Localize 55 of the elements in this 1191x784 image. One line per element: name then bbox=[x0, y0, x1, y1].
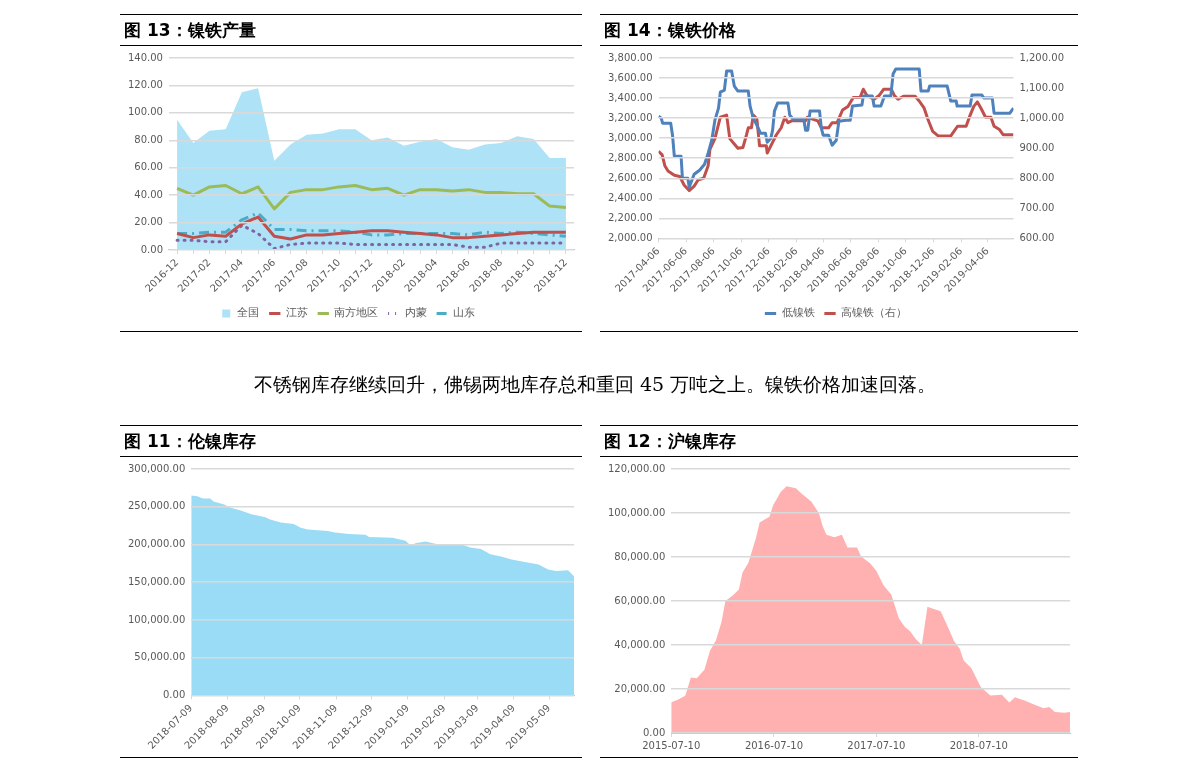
y-tick-label: 3,400.00 bbox=[608, 91, 653, 103]
legend-label: 高镍铁（右） bbox=[841, 306, 907, 320]
y-tick-label: 2,600.00 bbox=[608, 171, 653, 183]
legend-label: 南方地区 bbox=[334, 306, 379, 320]
legend-label: 内蒙 bbox=[404, 306, 427, 320]
y2-tick-label: 700.00 bbox=[1019, 201, 1055, 213]
y-tick-label: 2,400.00 bbox=[608, 191, 653, 203]
y-tick-label: 3,000.00 bbox=[608, 131, 653, 143]
y-tick-label: 60.00 bbox=[134, 161, 163, 173]
y-tick-label: 40.00 bbox=[134, 188, 163, 200]
y-tick-label: 100,000.00 bbox=[607, 506, 666, 518]
x-tick-label: 2018-07-10 bbox=[949, 739, 1008, 751]
y-tick-label: 200,000.00 bbox=[127, 538, 186, 550]
y-tick-label: 3,600.00 bbox=[608, 71, 653, 83]
y2-tick-label: 900.00 bbox=[1019, 141, 1055, 153]
legend-label: 全国 bbox=[237, 306, 260, 320]
chart-title: 图 11：伦镍库存 bbox=[120, 426, 582, 457]
x-tick-label: 2015-07-10 bbox=[642, 739, 701, 751]
y-tick-label: 80,000.00 bbox=[614, 550, 666, 562]
y-tick-label: 0.00 bbox=[140, 243, 163, 255]
chart-title: 图 14：镍铁价格 bbox=[600, 15, 1078, 46]
y-tick-label: 100,000.00 bbox=[127, 613, 186, 625]
y-tick-label: 2,800.00 bbox=[608, 151, 653, 163]
y2-tick-label: 1,200.00 bbox=[1019, 51, 1064, 63]
x-tick-label: 2016-07-10 bbox=[744, 739, 804, 751]
y-tick-label: 3,800.00 bbox=[608, 51, 653, 63]
y2-tick-label: 1,100.00 bbox=[1019, 81, 1064, 93]
y-tick-label: 150,000.00 bbox=[127, 575, 186, 587]
y-tick-label: 300,000.00 bbox=[127, 462, 186, 474]
chart-title: 图 13：镍铁产量 bbox=[120, 15, 582, 46]
y-tick-label: 20.00 bbox=[134, 216, 163, 228]
chart-title: 图 12：沪镍库存 bbox=[600, 426, 1078, 457]
text: 不锈钢库存继续回升，佛锡两地库存总和重回 45 万吨之上。镍铁价格加速回落。 bbox=[252, 372, 938, 397]
y-tick-label: 0.00 bbox=[642, 726, 666, 738]
legend-label: 山东 bbox=[453, 306, 476, 320]
y-tick-label: 40,000.00 bbox=[614, 638, 666, 650]
legend-label: 低镍铁 bbox=[781, 306, 815, 320]
y-tick-label: 2,200.00 bbox=[608, 211, 653, 223]
y-tick-label: 50,000.00 bbox=[134, 651, 186, 663]
y-tick-label: 80.00 bbox=[134, 133, 163, 145]
y-tick-label: 20,000.00 bbox=[614, 682, 666, 694]
y-tick-label: 120,000.00 bbox=[607, 462, 666, 474]
legend-label: 江苏 bbox=[285, 306, 308, 320]
y-tick-label: 120.00 bbox=[127, 79, 163, 91]
y-tick-label: 140.00 bbox=[127, 51, 163, 63]
y2-tick-label: 1,000.00 bbox=[1019, 111, 1064, 123]
y-tick-label: 250,000.00 bbox=[127, 500, 186, 512]
y-tick-label: 0.00 bbox=[162, 689, 186, 701]
y2-tick-label: 800.00 bbox=[1019, 171, 1055, 183]
y-tick-label: 100.00 bbox=[127, 106, 163, 118]
x-tick-label: 2017-07-10 bbox=[847, 739, 906, 751]
y-tick-label: 3,200.00 bbox=[608, 111, 653, 123]
y-tick-label: 60,000.00 bbox=[614, 594, 666, 606]
y-tick-label: 2,000.00 bbox=[608, 232, 653, 244]
y2-tick-label: 600.00 bbox=[1019, 232, 1055, 244]
